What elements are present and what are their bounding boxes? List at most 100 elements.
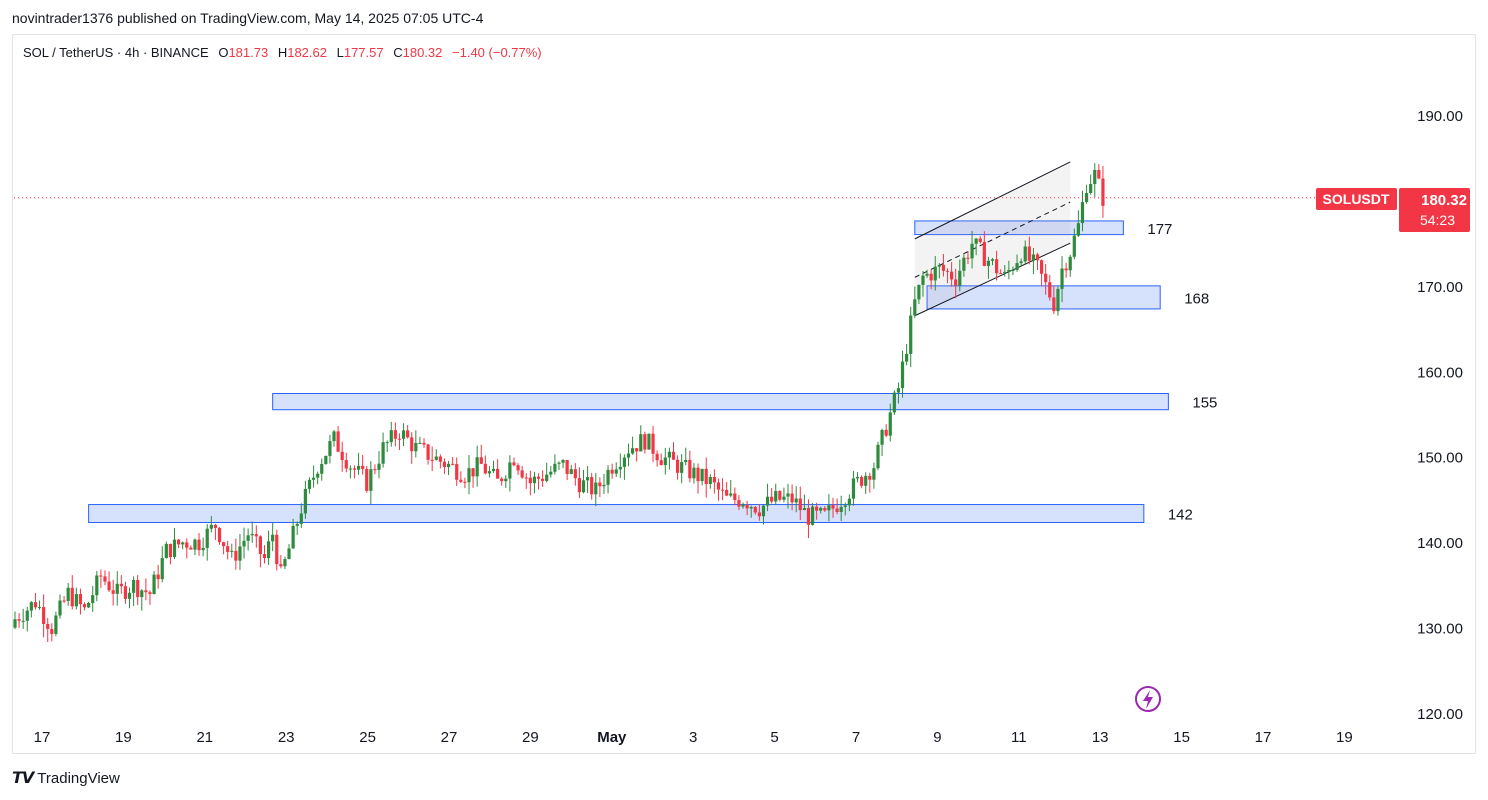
candle bbox=[54, 611, 58, 637]
candle bbox=[978, 236, 982, 244]
candle bbox=[226, 541, 230, 560]
candle-body bbox=[99, 575, 103, 577]
candle-body bbox=[860, 476, 864, 486]
candle bbox=[42, 594, 46, 638]
candle-body bbox=[741, 504, 745, 507]
candle-body bbox=[970, 243, 974, 259]
candle bbox=[692, 463, 696, 484]
candle bbox=[995, 250, 999, 281]
candle bbox=[1035, 252, 1040, 270]
candle-body bbox=[945, 270, 950, 272]
zone-142 bbox=[88, 504, 1145, 523]
candle-body bbox=[279, 564, 283, 567]
candle-body bbox=[13, 619, 17, 628]
candle-body bbox=[966, 257, 970, 259]
candle-body bbox=[303, 488, 307, 514]
candle bbox=[287, 544, 291, 560]
candle bbox=[680, 454, 684, 484]
candle-body bbox=[986, 260, 991, 266]
candle bbox=[479, 444, 483, 465]
candle-body bbox=[25, 610, 29, 621]
candle bbox=[459, 471, 463, 484]
candle bbox=[74, 587, 78, 610]
candle bbox=[37, 600, 42, 610]
zone-label-155: 155 bbox=[1192, 395, 1217, 412]
candle bbox=[696, 463, 700, 494]
candle bbox=[524, 473, 528, 489]
candle-body bbox=[557, 462, 561, 464]
symbol-title[interactable]: SOL / TetherUS · 4h · BINANCE bbox=[23, 45, 209, 60]
candle bbox=[426, 443, 430, 465]
candle bbox=[557, 461, 561, 470]
candle bbox=[397, 433, 402, 451]
candle-body bbox=[553, 463, 557, 472]
candle bbox=[320, 458, 324, 481]
candle bbox=[757, 504, 761, 521]
candle-body bbox=[532, 476, 537, 484]
candle bbox=[348, 465, 352, 479]
candle-body bbox=[352, 468, 357, 470]
candle-body bbox=[1056, 288, 1060, 312]
candle bbox=[917, 284, 921, 305]
candle bbox=[91, 585, 95, 612]
chart-frame[interactable] bbox=[12, 34, 1476, 754]
candle bbox=[909, 306, 913, 368]
candle bbox=[33, 592, 38, 610]
candle-body bbox=[168, 543, 173, 558]
candle bbox=[725, 481, 729, 497]
candle-body bbox=[340, 451, 344, 461]
candle-body bbox=[95, 575, 99, 596]
candle-body bbox=[46, 623, 50, 629]
candle-body bbox=[950, 271, 954, 280]
lightning-icon[interactable] bbox=[1135, 686, 1161, 712]
candle-body bbox=[381, 442, 385, 464]
candle-body bbox=[618, 466, 622, 470]
candle-body bbox=[213, 524, 218, 528]
candle bbox=[622, 454, 627, 480]
candle bbox=[475, 445, 479, 487]
candle bbox=[933, 256, 937, 291]
candle bbox=[598, 477, 602, 498]
candle bbox=[1101, 165, 1105, 218]
candle bbox=[434, 449, 438, 461]
candle-body bbox=[107, 581, 111, 591]
candle-body bbox=[688, 459, 692, 479]
candle-body bbox=[598, 482, 602, 487]
candle-body bbox=[663, 457, 667, 466]
candle bbox=[1093, 163, 1097, 198]
candle-body bbox=[389, 430, 393, 443]
candle-body bbox=[737, 500, 741, 507]
candle-body bbox=[365, 468, 369, 491]
candle-body bbox=[500, 478, 504, 482]
symbol-legend: SOL / TetherUS · 4h · BINANCE O181.73 H1… bbox=[23, 45, 542, 60]
candle bbox=[242, 527, 246, 559]
candle bbox=[761, 504, 766, 525]
candle-body bbox=[271, 534, 275, 542]
candle-body bbox=[103, 576, 107, 582]
channel-layer bbox=[914, 161, 1071, 317]
candle-body bbox=[810, 506, 815, 525]
candle-body bbox=[446, 463, 451, 468]
candle-body bbox=[704, 468, 708, 485]
candle bbox=[103, 570, 107, 586]
candle-body bbox=[123, 586, 128, 599]
candle-body bbox=[774, 491, 778, 502]
candle bbox=[463, 477, 467, 489]
candle bbox=[164, 541, 168, 559]
candle-body bbox=[1060, 268, 1064, 289]
candle-body bbox=[941, 264, 946, 271]
candle-body bbox=[528, 477, 532, 484]
zone-177 bbox=[914, 220, 1124, 236]
candle-body bbox=[307, 479, 312, 489]
candle bbox=[982, 231, 986, 267]
candle bbox=[115, 571, 119, 606]
low-label: L bbox=[336, 45, 344, 60]
candle-body bbox=[1023, 246, 1027, 262]
candle bbox=[132, 576, 136, 606]
tradingview-logo[interactable]: 𝙏𝙑 TradingView bbox=[12, 768, 120, 788]
candle bbox=[1044, 263, 1048, 295]
high-label: H bbox=[277, 45, 288, 60]
candle bbox=[373, 464, 377, 475]
candle-body bbox=[839, 506, 843, 512]
